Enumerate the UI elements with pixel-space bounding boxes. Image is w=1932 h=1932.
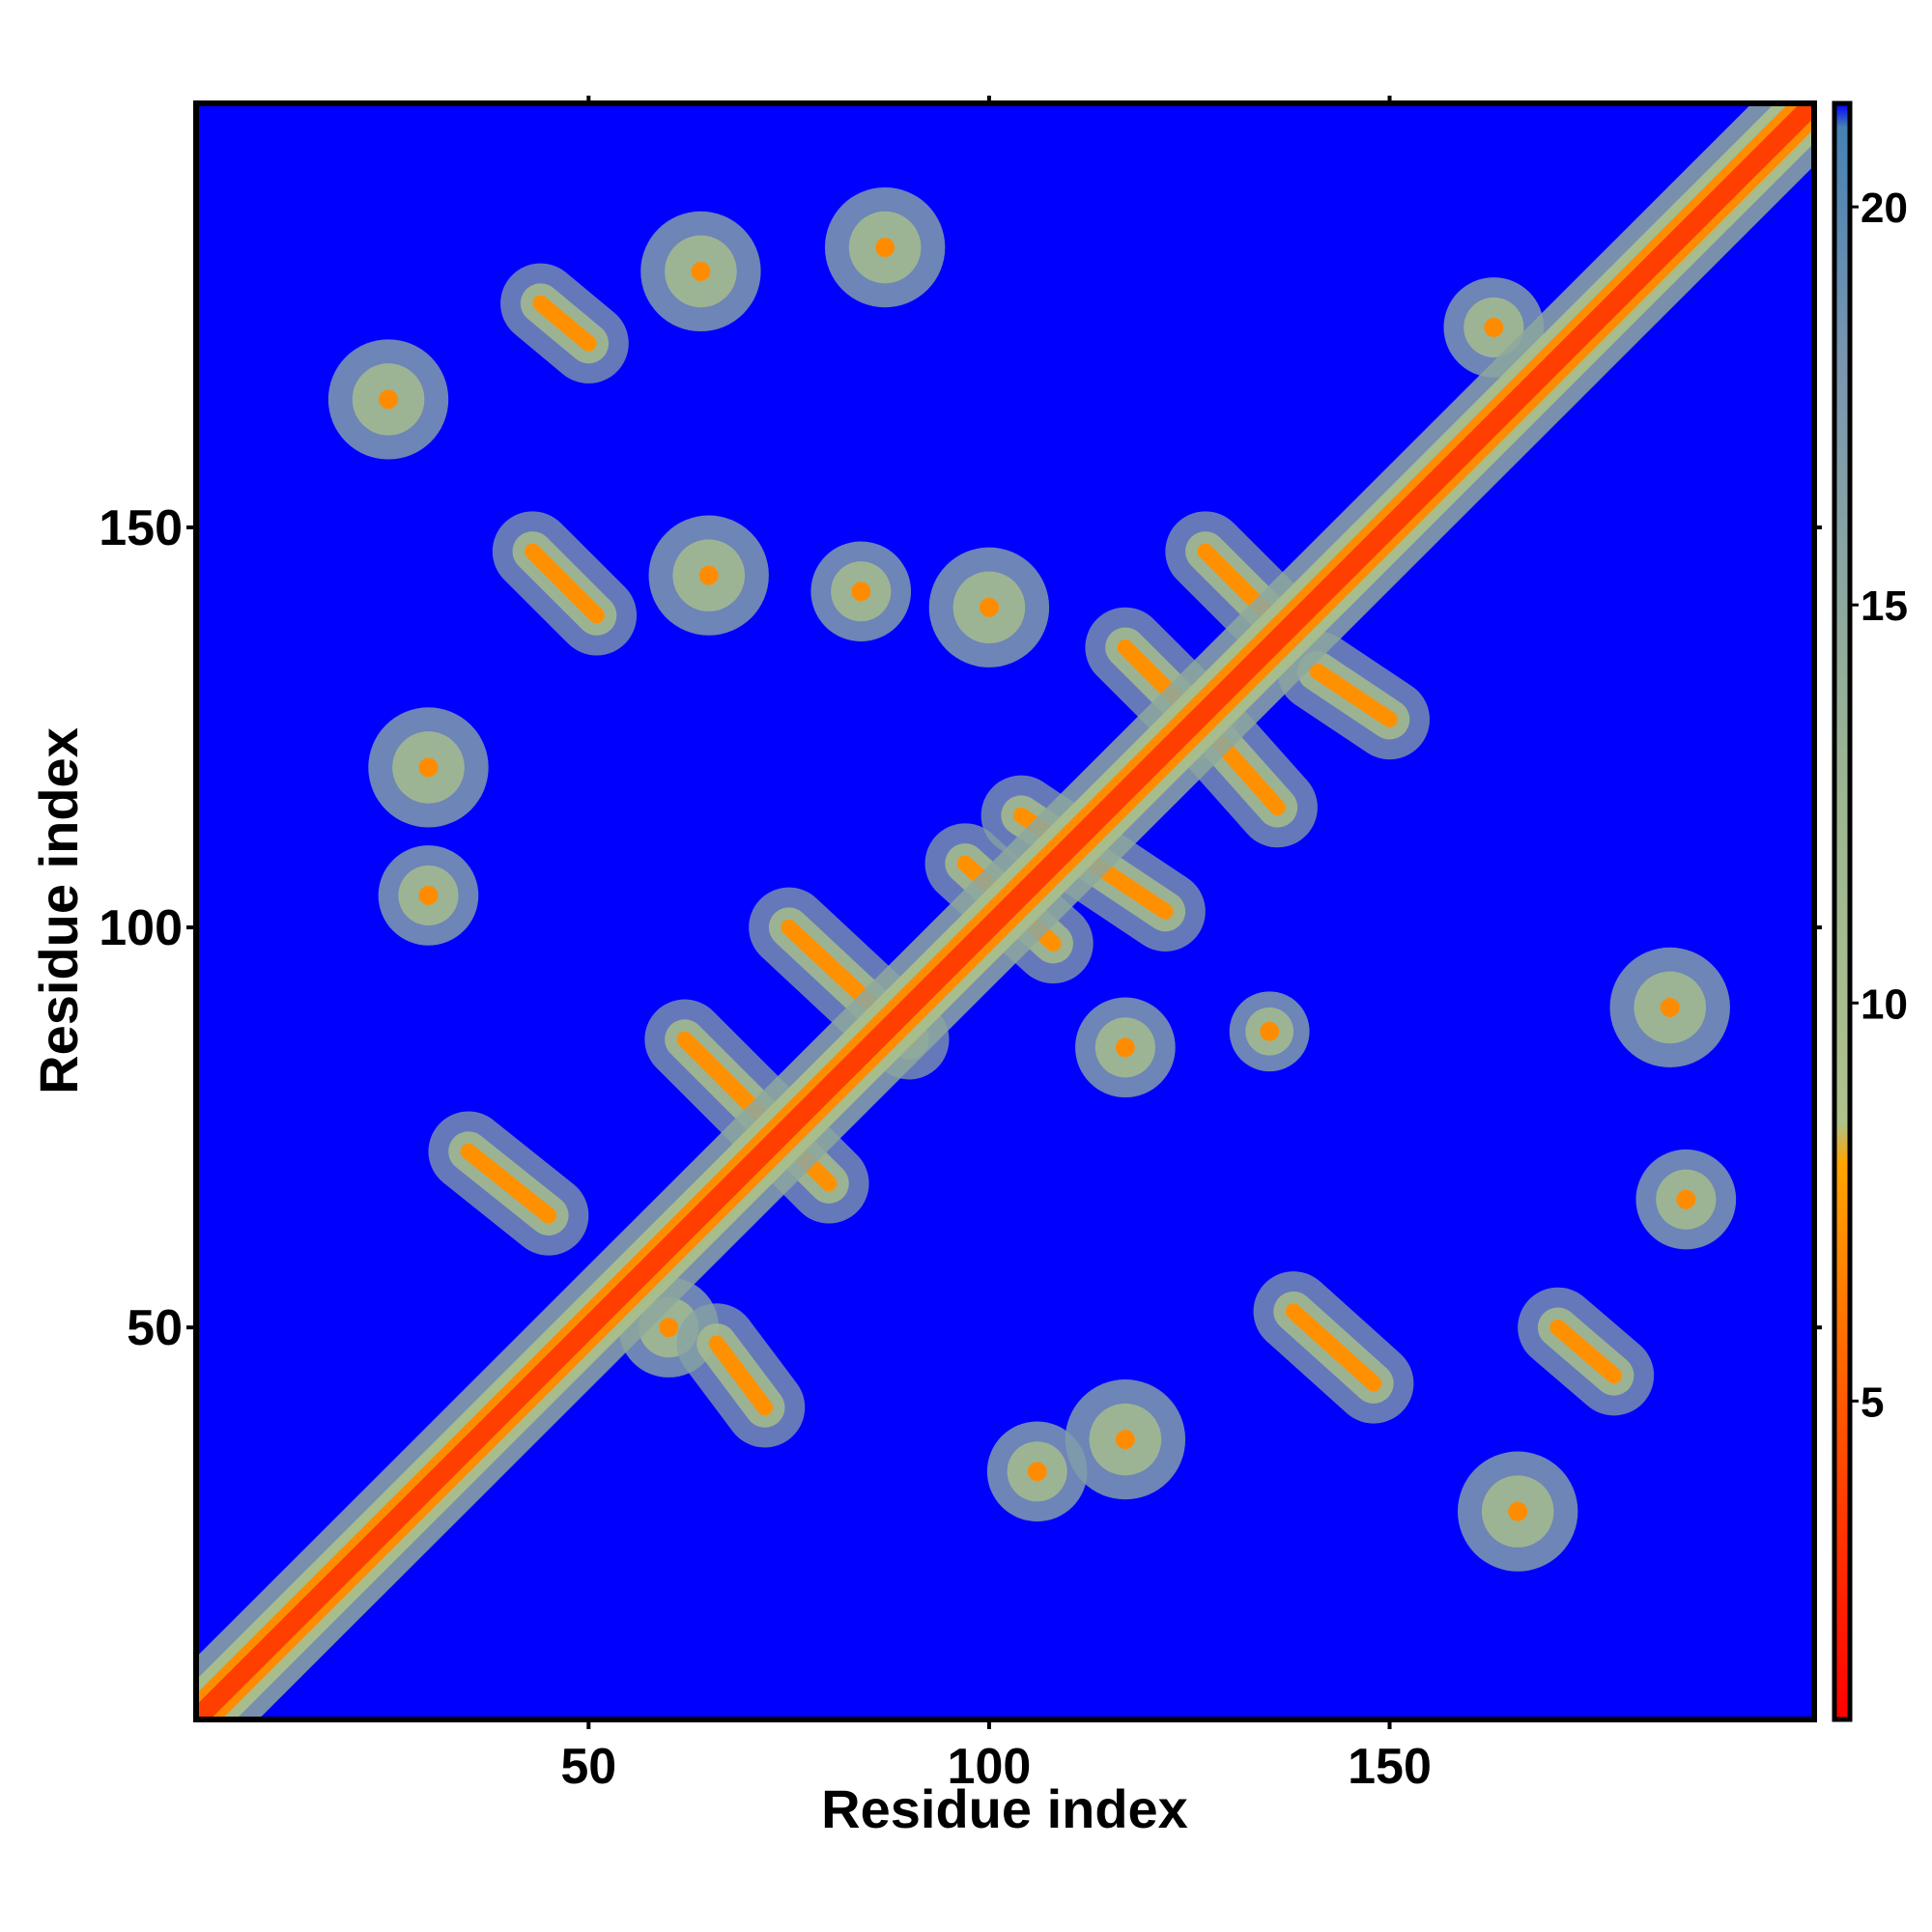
contact-cluster <box>1065 1379 1186 1500</box>
y-tick-label: 150 <box>99 500 183 556</box>
band-core <box>460 1143 557 1224</box>
contact-cluster <box>1075 997 1176 1098</box>
band-core <box>524 543 605 624</box>
x-axis-ticks: 50 100 150 <box>560 96 1432 1795</box>
band-core <box>1549 1319 1622 1384</box>
colorbar-tick-label: 15 <box>1861 582 1908 630</box>
cluster-core <box>1115 1430 1135 1450</box>
colorbar-gradient <box>1834 103 1850 1719</box>
band-core <box>1309 663 1398 728</box>
contact-cluster <box>986 1421 1088 1522</box>
contact-band <box>1277 631 1430 760</box>
cluster-core <box>698 565 719 585</box>
diagonal-core <box>196 103 1814 1719</box>
x-tick-label: 50 <box>560 1739 616 1795</box>
contact-cluster <box>1229 991 1310 1072</box>
cluster-core <box>1660 997 1680 1017</box>
cluster-core <box>1027 1462 1047 1482</box>
colorbar-tick-label: 20 <box>1861 185 1908 232</box>
x-tick-label: 150 <box>1348 1739 1432 1795</box>
cluster-core <box>851 582 871 602</box>
cluster-core <box>1484 317 1504 337</box>
x-axis-label: Residue index <box>821 1778 1188 1839</box>
contact-band <box>1518 1287 1655 1416</box>
contact-cluster <box>640 211 761 332</box>
plot-frame <box>193 100 1817 1722</box>
contact-cluster <box>824 186 946 308</box>
contact-cluster <box>368 707 489 828</box>
cluster-core <box>418 885 439 905</box>
cluster-core <box>1115 1037 1135 1058</box>
colorbar-ticks: 5 10 15 20 <box>1850 185 1908 1426</box>
y-tick-label: 100 <box>99 900 183 956</box>
contact-band <box>428 1111 589 1256</box>
cluster-core <box>659 1318 679 1338</box>
y-tick-label: 50 <box>127 1300 183 1356</box>
cluster-core <box>875 238 895 258</box>
x-tick-label: 100 <box>948 1739 1032 1795</box>
y-axis-label: Residue index <box>28 727 89 1094</box>
colorbar-tick-label: 5 <box>1861 1378 1884 1426</box>
cluster-core <box>1508 1501 1528 1521</box>
contact-cluster <box>327 339 449 460</box>
cluster-core <box>1676 1189 1696 1209</box>
band-core <box>1285 1303 1382 1392</box>
colorbar-tick-label: 10 <box>1861 980 1908 1028</box>
band-core <box>532 295 597 352</box>
contact-band <box>492 511 638 656</box>
diagonal-contacts <box>196 103 1814 1719</box>
cluster-core <box>379 389 398 410</box>
contact-cluster <box>810 541 912 641</box>
cluster-core <box>1260 1021 1280 1041</box>
contact-cluster <box>1458 1451 1578 1572</box>
y-axis-ticks: 50 100 150 <box>99 500 1822 1356</box>
contact-cluster <box>378 845 479 946</box>
contact-band <box>1253 1271 1414 1424</box>
band-core <box>708 1335 774 1416</box>
colorbar: 5 10 15 20 <box>1832 100 1908 1722</box>
cluster-core <box>979 597 999 617</box>
contact-band <box>500 263 629 384</box>
cluster-core <box>418 757 439 778</box>
contact-cluster <box>648 515 769 636</box>
contact-cluster <box>1635 1149 1737 1250</box>
contact-cluster <box>928 547 1050 668</box>
cluster-core <box>691 261 711 281</box>
colorbar-frame <box>1832 100 1853 1722</box>
contact-cluster <box>1609 947 1730 1068</box>
contact-band <box>676 1303 806 1448</box>
